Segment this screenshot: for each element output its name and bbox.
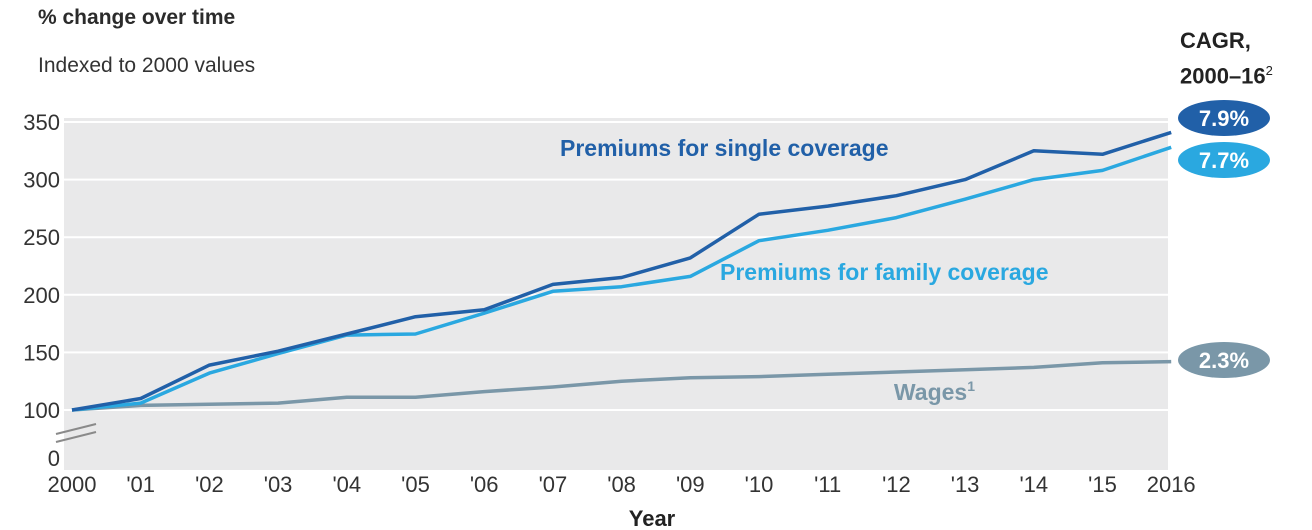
- series-label: Premiums for single coverage: [560, 135, 889, 161]
- axis-break-line: [55, 431, 97, 443]
- series-labels: Premiums for single coverage Premiums for…: [560, 135, 1049, 405]
- cagr-badge: [1178, 342, 1270, 378]
- cagr-badge: [1178, 100, 1270, 136]
- cagr-badges: 7.9% 7.7% 2.3%: [1178, 100, 1270, 378]
- series-label-footnote: 1: [967, 378, 975, 394]
- series-lines: [71, 130, 1172, 412]
- x-tick-label: '08: [607, 472, 636, 497]
- x-tick-label: '14: [1019, 472, 1048, 497]
- cagr-footnote: 2: [1265, 63, 1273, 78]
- x-tick-label: '05: [401, 472, 430, 497]
- x-tick-label: '03: [264, 472, 293, 497]
- x-tick-label: '07: [539, 472, 568, 497]
- axis-break-mark: [55, 423, 97, 443]
- x-tick-label: '01: [126, 472, 155, 497]
- series-label: Premiums for family coverage: [720, 259, 1049, 285]
- cagr-value: 7.9%: [1199, 106, 1249, 131]
- x-tick-label: '15: [1088, 472, 1117, 497]
- x-tick-label: '02: [195, 472, 224, 497]
- series-line-0: [71, 130, 1172, 412]
- series-label-text: Premiums for family coverage: [720, 259, 1049, 285]
- cagr-value: 7.7%: [1199, 148, 1249, 173]
- series-line-1: [71, 145, 1172, 412]
- axis-break-line: [55, 423, 97, 435]
- series-label-text: Wages: [894, 379, 967, 405]
- x-tick-label: 2000: [48, 472, 97, 497]
- x-tick-label: '04: [332, 472, 361, 497]
- cagr-period: 2000–16: [1180, 63, 1266, 89]
- y-axis-ticks: 0 100 150 200 250 300 350: [23, 110, 60, 471]
- y-tick-label: 150: [23, 340, 60, 365]
- gridlines: [64, 121, 1168, 411]
- y-tick-label: 300: [23, 168, 60, 193]
- cagr-badge: [1178, 142, 1270, 178]
- cagr-heading: CAGR, 2000–162: [1180, 26, 1273, 91]
- x-axis-ticks: 2000 '01 '02 '03 '04 '05 '06 '07 '08 '09 '10 '11 '12…: [48, 472, 1196, 497]
- y-tick-label: 250: [23, 225, 60, 250]
- chart-title: % change over time: [38, 6, 236, 29]
- y-tick-label: 200: [23, 283, 60, 308]
- cagr-label: CAGR,: [1180, 28, 1251, 53]
- x-tick-label: '12: [882, 472, 911, 497]
- x-axis-label: Year: [629, 506, 676, 530]
- x-tick-label: '13: [951, 472, 980, 497]
- x-tick-label: '09: [676, 472, 705, 497]
- series-line-2: [71, 359, 1172, 412]
- series-label-text: Premiums for single coverage: [560, 135, 889, 161]
- cagr-period-line: 2000–162: [1180, 56, 1273, 91]
- x-tick-label: '10: [745, 472, 774, 497]
- series-label: Wages1: [894, 378, 975, 405]
- y-tick-label: 100: [23, 398, 60, 423]
- chart-subtitle: Indexed to 2000 values: [38, 54, 256, 77]
- x-tick-label: 2016: [1147, 472, 1196, 497]
- x-tick-label: '11: [814, 472, 841, 497]
- y-tick-label: 0: [48, 446, 60, 471]
- y-tick-label: 350: [23, 110, 60, 135]
- cagr-value: 2.3%: [1199, 348, 1249, 373]
- x-tick-label: '06: [470, 472, 499, 497]
